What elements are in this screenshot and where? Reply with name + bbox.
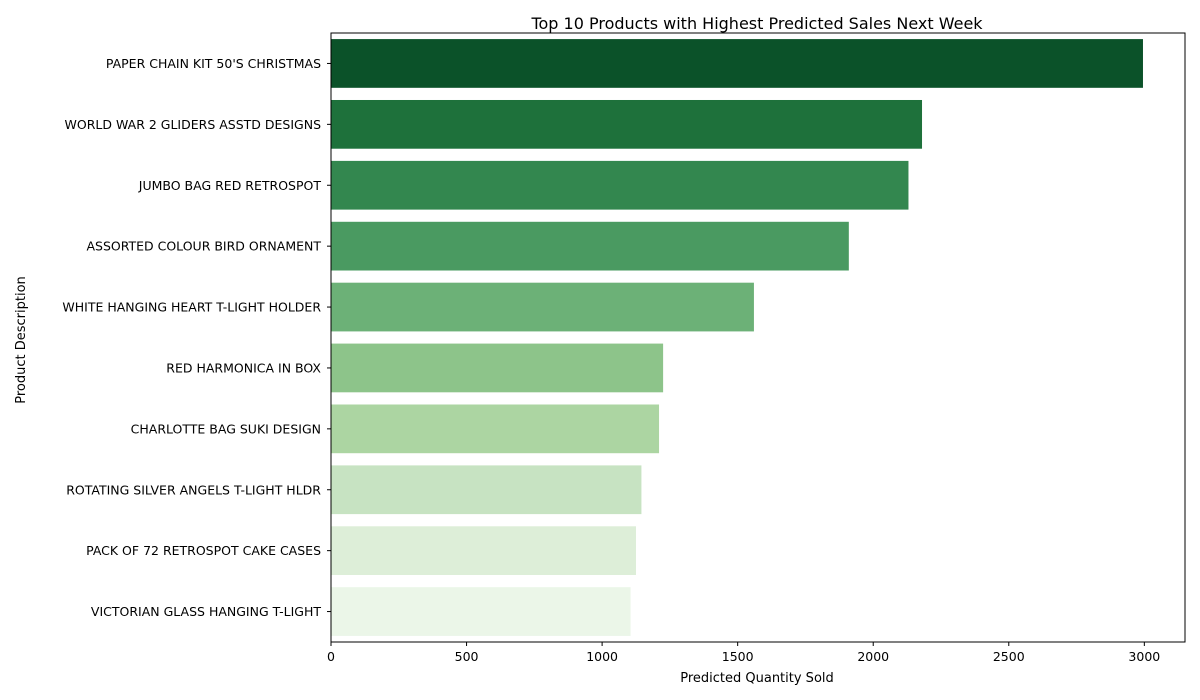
bar — [331, 587, 631, 636]
x-tick-label: 1000 — [586, 649, 618, 664]
x-tick-label: 2500 — [993, 649, 1025, 664]
bar — [331, 526, 636, 576]
bar — [331, 99, 923, 149]
y-tick-label: JUMBO BAG RED RETROSPOT — [138, 178, 322, 193]
chart-title: Top 10 Products with Highest Predicted S… — [530, 14, 983, 33]
x-tick-label: 500 — [455, 649, 479, 664]
y-tick-label: CHARLOTTE BAG SUKI DESIGN — [131, 421, 321, 436]
ticks-layer: PAPER CHAIN KIT 50'S CHRISTMAS WORLD WAR… — [62, 56, 1160, 664]
bar — [331, 343, 664, 393]
y-tick-label: ASSORTED COLOUR BIRD ORNAMENT — [86, 239, 321, 254]
bar — [331, 404, 660, 454]
x-tick-label: 2000 — [857, 649, 889, 664]
y-tick-label: WHITE HANGING HEART T-LIGHT HOLDER — [62, 300, 321, 315]
plot-frame — [330, 32, 1186, 643]
x-tick-label: 0 — [327, 649, 335, 664]
y-tick-label: PACK OF 72 RETROSPOT CAKE CASES — [86, 543, 321, 558]
bars-layer — [331, 39, 1143, 636]
bar — [331, 221, 849, 271]
y-tick-label: RED HARMONICA IN BOX — [166, 360, 321, 375]
bar — [331, 465, 642, 515]
bar — [331, 160, 909, 210]
bar — [331, 39, 1143, 88]
x-axis-label: Predicted Quantity Sold — [680, 671, 834, 686]
y-tick-label: ROTATING SILVER ANGELS T-LIGHT HLDR — [66, 482, 321, 497]
x-tick-label: 1500 — [722, 649, 754, 664]
x-tick-label: 3000 — [1128, 649, 1160, 664]
y-tick-label: VICTORIAN GLASS HANGING T-LIGHT — [91, 604, 321, 619]
y-axis-label: Product Description — [14, 276, 29, 404]
y-tick-label: PAPER CHAIN KIT 50'S CHRISTMAS — [106, 56, 321, 71]
bar — [331, 282, 754, 332]
axes-layer — [330, 32, 1186, 643]
y-tick-label: WORLD WAR 2 GLIDERS ASSTD DESIGNS — [65, 117, 322, 132]
